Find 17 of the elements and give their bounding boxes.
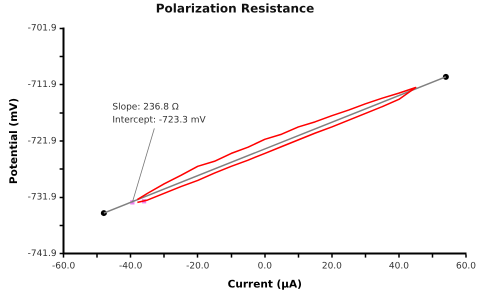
- x-tick-label: 40.0: [388, 261, 410, 272]
- annotation: Slope: 236.8 Ω: [112, 102, 179, 113]
- y-tick-label: -721.9: [28, 136, 57, 146]
- x-axis-title: Current (µA): [228, 278, 302, 290]
- y-axis-title: Potential (mV): [8, 98, 20, 184]
- y-tick-label: -711.9: [28, 80, 57, 90]
- y-tick-label: -731.9: [28, 192, 57, 203]
- y-tick-label: -741.9: [28, 248, 57, 259]
- y-tick-label: -701.9: [28, 24, 57, 34]
- x-tick-label: -60.0: [52, 261, 76, 272]
- annotation: Intercept: -723.3 mV: [112, 116, 207, 126]
- x-tick-label: -20.0: [186, 261, 210, 272]
- chart-title: Polarization Resistance: [156, 1, 314, 16]
- x-tick-label: 0.0: [258, 261, 272, 272]
- x-tick-label: -40.0: [119, 261, 143, 272]
- x-tick-label: 60.0: [456, 261, 476, 272]
- x-tick-label: 20.0: [322, 261, 342, 272]
